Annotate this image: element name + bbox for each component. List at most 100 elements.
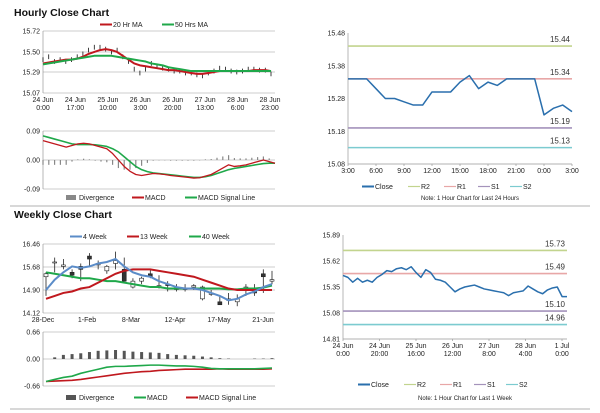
divergence-bar <box>79 353 83 359</box>
candle-body <box>261 273 266 278</box>
legend-label: S1 <box>487 382 496 389</box>
legend-label: MACD Signal Line <box>199 395 256 402</box>
y-tick-label: 14.81 <box>322 337 340 344</box>
y-tick-label: 15.62 <box>322 259 340 266</box>
ma4-line <box>45 257 273 302</box>
x-tick-label: 0:00 <box>537 168 551 175</box>
y-tick-label: -0.09 <box>24 187 40 194</box>
legend-label: S2 <box>523 184 532 191</box>
x-tick-label-line2: 20:00 <box>164 105 182 112</box>
divergence-bar <box>192 355 196 359</box>
x-tick-label: 26 Jun 3:00 <box>130 97 151 112</box>
divergence-bar <box>70 354 74 359</box>
x-tick-label: 25 Jun 16:00 <box>405 343 426 358</box>
x-tick-label: 28 Jun 6:00 <box>227 97 248 112</box>
x-tick-label: 21-Jun <box>252 317 274 324</box>
divergence-bar <box>140 352 144 359</box>
y-tick-label: 15.38 <box>327 63 345 70</box>
legend-label: R2 <box>417 382 426 389</box>
x-tick-label-line2: 16:00 <box>407 351 425 358</box>
candle-body <box>69 272 75 276</box>
legend-label: MACD <box>145 195 166 202</box>
x-tick-label-line2: 0:00 <box>36 105 50 112</box>
x-tick-label: 12:00 <box>423 168 441 175</box>
y-tick-label: 14.12 <box>22 311 40 318</box>
chart-note: Note: 1 Hour Chart for Last 24 Hours <box>421 196 519 202</box>
candle-body <box>269 279 275 282</box>
x-tick-label: 21:00 <box>507 168 525 175</box>
legend-label: 40 Week <box>202 234 230 241</box>
x-tick-label: 25 Jun 10:00 <box>97 97 118 112</box>
x-tick-label: 17-May <box>207 317 231 324</box>
divergence-bar <box>209 357 213 359</box>
level-s2-label: 15.13 <box>550 137 571 146</box>
legend-label: 20 Hr MA <box>113 22 143 29</box>
x-tick-label: 27 Jun 8:00 <box>478 343 499 358</box>
x-tick-label-line2: 0:00 <box>336 351 350 358</box>
x-tick-label-line2: 0:00 <box>555 351 569 358</box>
x-tick-label: 28 Jun 23:00 <box>259 97 280 112</box>
close-line <box>348 74 573 116</box>
legend-label: Divergence <box>79 395 115 402</box>
y-tick-label: 15.35 <box>322 285 340 292</box>
divergence-bar <box>122 350 126 359</box>
x-tick-label: 6:00 <box>369 168 383 175</box>
candle-body <box>43 273 49 278</box>
legend-label: S2 <box>519 382 528 389</box>
divergence-bar <box>218 358 222 359</box>
legend-label: Close <box>371 382 389 389</box>
y-tick-label: 15.08 <box>322 311 340 318</box>
level-r1-label: 15.49 <box>545 263 566 272</box>
y-tick-label: 15.08 <box>327 162 345 169</box>
x-tick-label-line2: 23:00 <box>261 105 279 112</box>
legend-label: R1 <box>457 184 466 191</box>
level-r1-label: 15.34 <box>550 68 571 77</box>
x-tick-label: 26 Jun 12:00 <box>442 343 463 358</box>
level-r2-label: 15.44 <box>550 35 571 44</box>
level-s2-label: 14.96 <box>545 314 566 323</box>
divergence-bar <box>105 350 109 359</box>
ma50-line <box>42 54 271 73</box>
legend-label: MACD Signal Line <box>198 195 255 202</box>
macd-line <box>42 140 276 179</box>
x-tick-label: 24 Jun 20:00 <box>369 343 390 358</box>
candle-body <box>52 261 57 264</box>
x-tick-label-line2: 12:00 <box>444 351 462 358</box>
legend-label: 50 Hrs MA <box>175 22 208 29</box>
legend-label: S1 <box>491 184 500 191</box>
x-tick-label: 15:00 <box>451 168 469 175</box>
y-tick-label: 15.50 <box>22 49 40 56</box>
divergence-bar <box>53 357 57 359</box>
y-tick-label: 14.90 <box>22 288 40 295</box>
divergence-bar <box>148 352 152 359</box>
divergence-bar <box>174 354 178 359</box>
chart-note: Note: 1 Hour Chart for Last 1 Week <box>418 396 513 402</box>
legend-label: 13 Week <box>140 234 168 241</box>
y-tick-label: -0.66 <box>24 384 40 391</box>
x-tick-label: 3:00 <box>341 168 355 175</box>
weekly-title: Weekly Close Chart <box>14 209 112 221</box>
hourly-title: Hourly Close Chart <box>14 7 110 19</box>
macd-signal-line <box>42 135 275 179</box>
y-tick-label: 15.18 <box>327 129 345 136</box>
y-tick-label: 15.48 <box>327 31 345 38</box>
x-tick-label: 12-Apr <box>164 317 186 324</box>
ma13-line <box>45 268 272 300</box>
y-tick-label: 15.07 <box>22 91 40 98</box>
legend-swatch <box>66 395 76 400</box>
x-tick-label: 3:00 <box>565 168 579 175</box>
candle-body <box>217 301 223 306</box>
candle-body <box>87 255 92 260</box>
y-tick-label: 0.00 <box>26 357 40 364</box>
x-tick-label-line2: 6:00 <box>231 105 245 112</box>
x-tick-label-line2: 17:00 <box>67 105 85 112</box>
legend-label: Divergence <box>79 195 115 202</box>
candle-body <box>104 266 110 272</box>
x-tick-label: 8-Mar <box>122 317 141 324</box>
y-tick-label: 0.66 <box>26 330 40 337</box>
divergence-bar <box>200 356 204 359</box>
x-tick-label: 24 Jun 0:00 <box>332 343 353 358</box>
x-tick-label: 9:00 <box>397 168 411 175</box>
